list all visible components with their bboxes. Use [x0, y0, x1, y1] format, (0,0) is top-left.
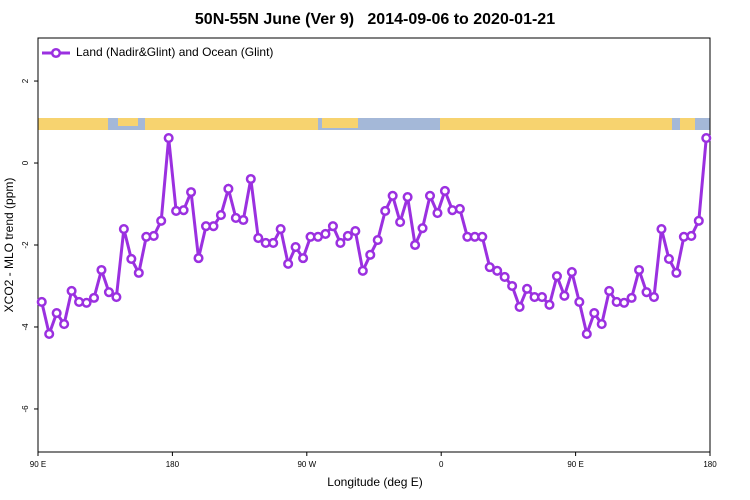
point — [163, 132, 174, 144]
point — [126, 253, 137, 264]
point — [619, 297, 630, 308]
point — [454, 203, 465, 214]
point — [559, 290, 570, 301]
point — [118, 223, 129, 235]
point — [641, 287, 652, 298]
point — [514, 301, 525, 312]
point — [395, 216, 406, 228]
point — [238, 214, 249, 226]
legend-marker — [50, 47, 62, 59]
point — [148, 230, 159, 242]
point — [477, 231, 488, 242]
point — [544, 299, 555, 310]
point — [634, 264, 645, 276]
y-tick-label: 2 — [21, 78, 30, 83]
point — [253, 232, 264, 244]
point — [693, 215, 704, 226]
x-tick-label: 0 — [439, 460, 444, 469]
point — [551, 271, 562, 282]
legend-label: Land (Nadir&Glint) and Ocean (Glint) — [76, 45, 273, 59]
point — [686, 230, 697, 242]
point — [36, 296, 47, 308]
point — [103, 287, 114, 298]
point — [663, 253, 674, 264]
point — [51, 307, 62, 319]
point — [268, 237, 279, 249]
point — [283, 258, 294, 269]
point — [424, 190, 436, 201]
point — [320, 228, 331, 239]
point — [59, 319, 70, 330]
point — [604, 285, 615, 296]
point — [596, 319, 607, 330]
x-tick-label: 180 — [166, 460, 180, 469]
point — [215, 210, 226, 221]
point — [522, 283, 533, 294]
y-tick-label: -2 — [21, 241, 30, 249]
point — [402, 191, 413, 203]
point — [186, 187, 197, 198]
point — [193, 253, 204, 264]
point — [44, 328, 55, 339]
point — [342, 230, 353, 242]
point — [335, 237, 346, 249]
point — [507, 280, 518, 292]
y-tick-label: -4 — [21, 323, 30, 331]
point — [357, 265, 368, 276]
point — [656, 223, 667, 235]
point — [81, 297, 92, 308]
x-axis-label: Longitude (deg E) — [327, 475, 422, 489]
point — [327, 221, 338, 232]
point — [178, 205, 189, 216]
point — [88, 292, 100, 303]
chart-title: 50N-55N June (Ver 9) 2014-09-06 to 2020-… — [195, 11, 555, 28]
point — [365, 249, 376, 260]
x-tick-label: 90 E — [567, 460, 583, 469]
point — [111, 292, 122, 303]
point — [574, 296, 585, 308]
x-tick-label: 90 W — [297, 460, 316, 469]
point — [133, 267, 144, 278]
point — [581, 328, 592, 339]
point — [626, 292, 637, 303]
point — [298, 253, 309, 264]
y-axis-label: XCO2 - MLO trend (ppm) — [2, 178, 16, 313]
point — [701, 132, 712, 144]
point — [671, 267, 682, 278]
point — [96, 264, 107, 276]
point — [648, 292, 660, 303]
point — [432, 207, 443, 219]
point — [372, 235, 383, 246]
point — [387, 190, 398, 201]
y-tick-label: 0 — [21, 160, 30, 165]
point — [536, 292, 548, 303]
point — [566, 267, 577, 278]
point — [290, 241, 301, 253]
land-ocean-strip — [38, 118, 710, 130]
point — [492, 265, 503, 276]
point — [417, 223, 428, 234]
x-tick-label: 180 — [703, 460, 717, 469]
y-tick-label: -6 — [21, 405, 30, 413]
point — [275, 223, 286, 235]
point — [484, 262, 495, 273]
point — [439, 185, 450, 196]
x-tick-label: 90 E — [30, 460, 46, 469]
point — [245, 173, 256, 185]
point — [499, 271, 510, 283]
point — [223, 183, 234, 194]
point — [589, 307, 600, 319]
point — [350, 226, 361, 237]
point — [208, 221, 219, 232]
point — [410, 239, 421, 251]
point — [156, 215, 167, 226]
point — [66, 285, 77, 296]
point — [380, 205, 391, 217]
